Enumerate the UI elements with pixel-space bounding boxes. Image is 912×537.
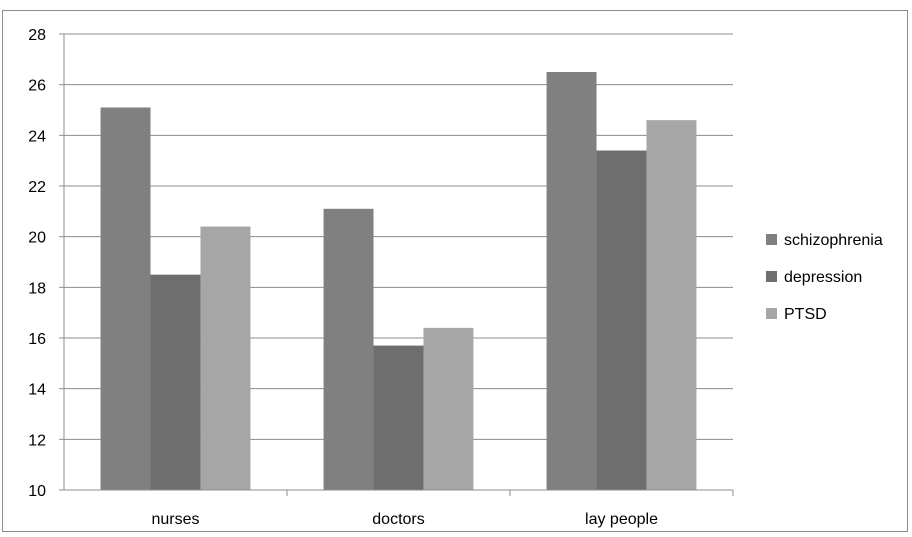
bar-depression-nurses xyxy=(150,274,201,490)
category-label: nurses xyxy=(151,511,199,528)
category-label: doctors xyxy=(372,511,424,528)
bar-schizophrenia-doctors xyxy=(323,208,374,491)
y-tick-label: 18 xyxy=(28,280,46,297)
y-tick-label: 28 xyxy=(28,27,46,44)
legend-label: PTSD xyxy=(784,306,827,323)
legend: schizophrenia depression PTSD xyxy=(766,232,883,323)
y-tick-labels: 10 12 14 16 18 20 22 24 26 28 xyxy=(28,27,46,500)
bar-ptsd-nurses xyxy=(200,226,251,491)
y-tick-label: 10 xyxy=(28,483,46,500)
y-tick-label: 20 xyxy=(28,230,46,247)
y-tick-label: 16 xyxy=(28,331,46,348)
legend-label: schizophrenia xyxy=(784,232,883,249)
legend-swatch xyxy=(766,234,777,245)
legend-swatch xyxy=(766,271,777,282)
bar-ptsd-doctors xyxy=(423,327,474,490)
y-tick-label: 26 xyxy=(28,78,46,95)
category-labels: nurses doctors lay people xyxy=(151,511,658,528)
legend-swatch xyxy=(766,308,777,319)
category-label: lay people xyxy=(585,511,658,528)
y-tick-label: 12 xyxy=(28,432,46,449)
bar-depression-lay-people xyxy=(596,150,647,491)
y-tick-label: 14 xyxy=(28,382,46,399)
bar-depression-doctors xyxy=(373,345,424,490)
bar-schizophrenia-lay-people xyxy=(546,72,597,490)
legend-label: depression xyxy=(784,269,862,286)
bar-schizophrenia-nurses xyxy=(100,107,151,490)
y-tick-label: 24 xyxy=(28,128,46,145)
y-tick-label: 22 xyxy=(28,179,46,196)
axes xyxy=(59,33,734,496)
bar-ptsd-lay-people xyxy=(646,120,697,490)
bars xyxy=(100,72,697,491)
